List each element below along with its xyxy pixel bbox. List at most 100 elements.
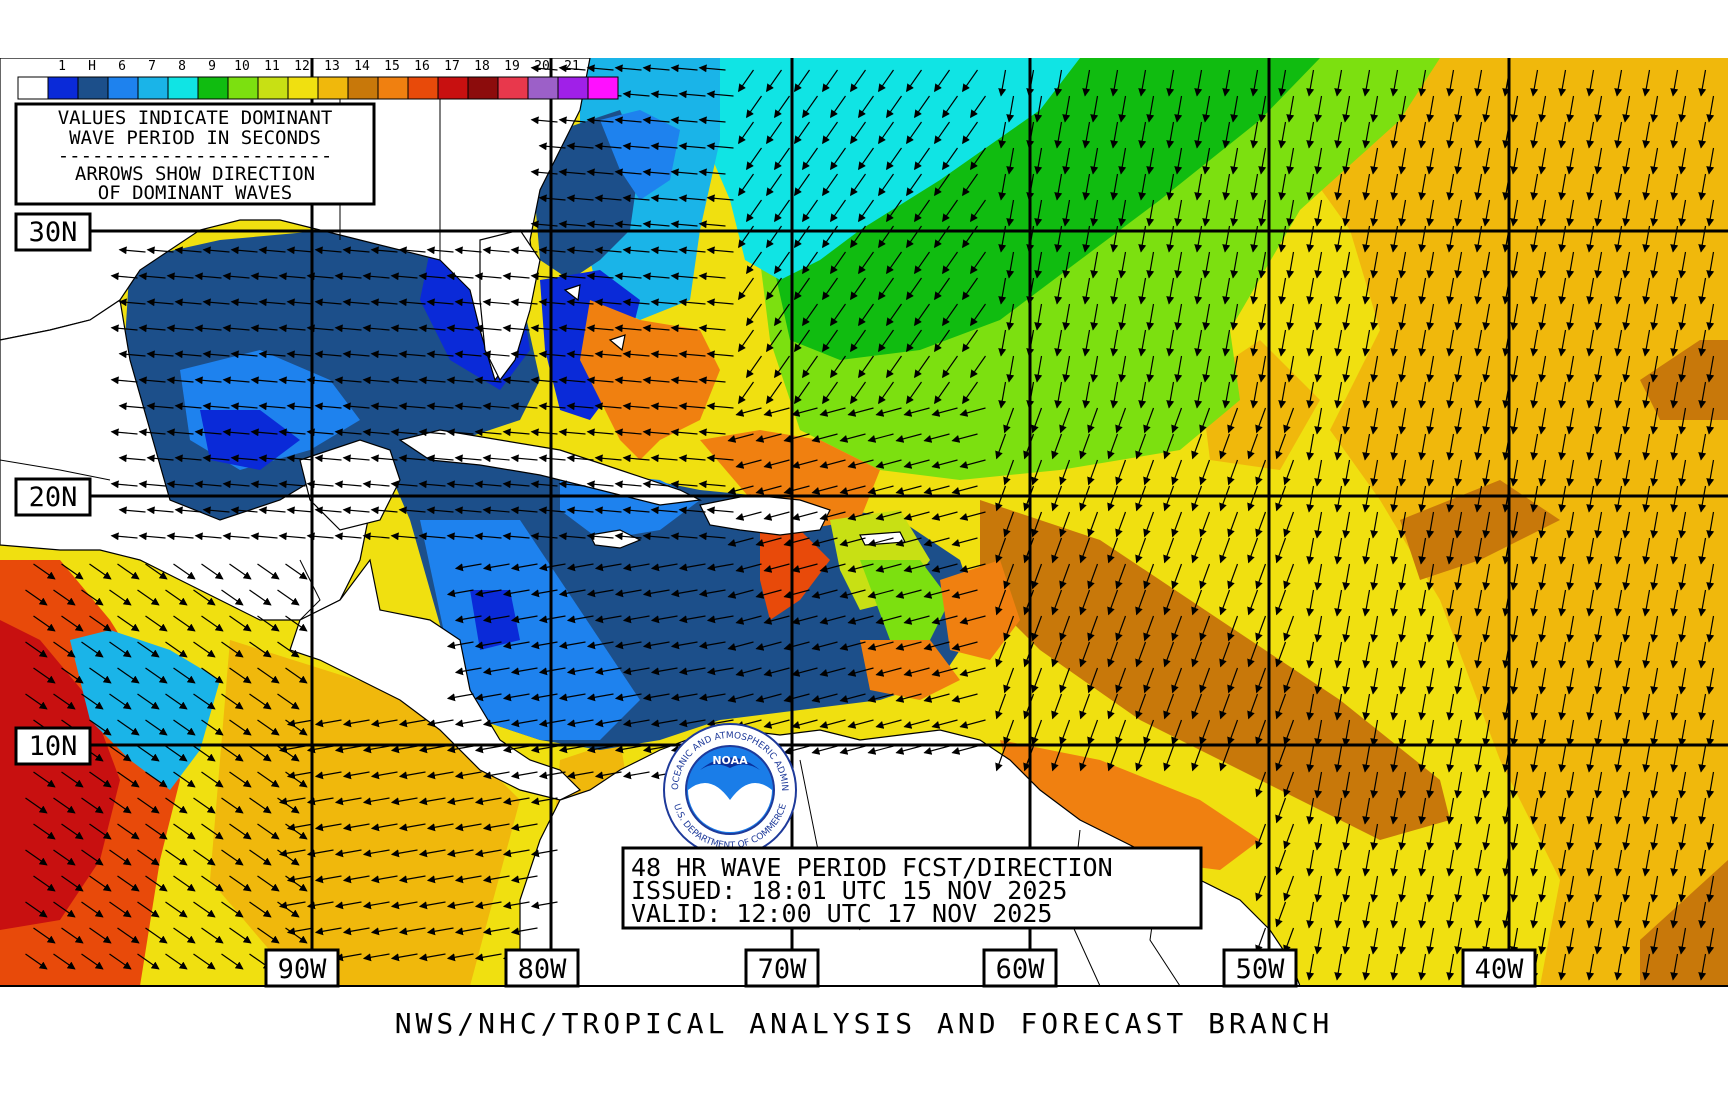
wave-arrow [138, 428, 166, 437]
wave-arrow [1678, 199, 1687, 227]
wave-arrow [746, 147, 762, 171]
wave-arrow [1082, 329, 1091, 357]
wave-arrow [858, 199, 874, 223]
wave-arrow [766, 173, 782, 197]
wave-arrow [1390, 381, 1399, 409]
wave-arrow [942, 303, 958, 327]
legend-label: 9 [208, 59, 216, 74]
field-7s-caribbean-west [420, 520, 640, 740]
wave-arrow [594, 194, 622, 203]
wave-arrow [1678, 355, 1687, 383]
wave-arrow [1006, 251, 1015, 279]
wave-arrow [1538, 355, 1547, 383]
wave-arrow [1222, 381, 1231, 409]
wave-arrow [370, 402, 398, 411]
wave-arrow [1558, 173, 1567, 201]
wave-arrow [258, 350, 286, 359]
wave-arrow [1586, 381, 1595, 409]
wave-arrow [1670, 329, 1679, 357]
wave-arrow [1510, 95, 1519, 123]
wave-arrow [650, 402, 678, 411]
wave-arrow [622, 194, 650, 203]
wave-arrow [970, 303, 986, 327]
wave-arrow [230, 246, 258, 255]
wave-direction-arrows [25, 64, 1715, 981]
wave-arrow [530, 428, 558, 437]
wave-arrow [1594, 407, 1603, 435]
lat-label-20n: 20N [29, 482, 78, 513]
wave-arrow [642, 428, 670, 437]
wave-arrow [1334, 69, 1343, 97]
wave-arrow [934, 381, 950, 405]
legend-swatch-0 [17, 76, 49, 100]
wave-arrow [1390, 121, 1399, 149]
wave-arrow [822, 277, 838, 301]
field-14s-patch [1400, 480, 1560, 580]
wave-arrow [1082, 381, 1091, 409]
wave-arrow [222, 272, 250, 281]
wave-arrow [1334, 277, 1343, 305]
wave-arrow [530, 220, 558, 229]
wave-arrow [650, 246, 678, 255]
wave-arrow [1166, 173, 1175, 201]
wave-arrow [822, 69, 838, 93]
wave-arrow [1398, 95, 1407, 123]
wave-arrow [558, 428, 586, 437]
wave-arrow [670, 168, 698, 177]
wave-arrow [766, 381, 782, 405]
wave-arrow [586, 168, 614, 177]
wave-arrow [1166, 69, 1175, 97]
wave-arrow [1227, 407, 1239, 434]
wave-arrow [1166, 277, 1175, 305]
wave-arrow [1706, 303, 1715, 331]
legend-swatch-4 [137, 76, 169, 100]
wave-arrow [1530, 173, 1539, 201]
wave-arrow [802, 199, 818, 223]
wave-arrow [1250, 381, 1259, 409]
wave-arrow [530, 168, 558, 177]
wave-arrow [858, 355, 874, 379]
wave-arrow [586, 376, 614, 385]
wave-arrow [774, 303, 790, 327]
wave-arrow [1250, 173, 1259, 201]
legend-swatch-19 [587, 76, 619, 100]
wave-arrow [850, 329, 866, 353]
wave-arrow [1482, 147, 1491, 175]
wave-arrow [258, 402, 286, 411]
wave-arrow [1586, 173, 1595, 201]
wave-arrow [1342, 355, 1351, 383]
wave-arrow [118, 402, 146, 411]
forecast-title-box: 48 HR WAVE PERIOD FCST/DIRECTION ISSUED:… [621, 846, 1203, 930]
wave-arrow [1622, 199, 1631, 227]
wave-arrow [594, 142, 622, 151]
wave-arrow [867, 433, 894, 443]
wave-arrow [146, 246, 174, 255]
wave-arrow [530, 116, 558, 125]
legend-swatch-5 [167, 76, 199, 100]
wave-arrow [1622, 251, 1631, 279]
wave-arrow [1202, 147, 1211, 175]
wave-arrow [839, 433, 866, 443]
lon-label-80w: 80W [518, 954, 568, 985]
wave-arrow [642, 220, 670, 229]
wave-arrow [942, 355, 958, 379]
wave-arrow [1482, 251, 1491, 279]
wave-arrow [566, 194, 594, 203]
wave-arrow [878, 121, 894, 145]
wave-arrow [642, 116, 670, 125]
wave-arrow [766, 121, 782, 145]
wave-arrow [1454, 355, 1463, 383]
wave-arrow [1390, 173, 1399, 201]
wave-arrow [110, 428, 138, 437]
wave-arrow [1034, 147, 1043, 175]
wave-arrow [1306, 329, 1315, 357]
wave-arrow [1222, 69, 1231, 97]
wave-arrow [1138, 381, 1147, 409]
wave-arrow [698, 428, 726, 437]
wave-arrow [1258, 355, 1267, 383]
wave-arrow [390, 272, 418, 281]
info-box: VALUES INDICATE DOMINANT WAVE PERIOD IN … [14, 102, 376, 206]
wave-arrow [1566, 95, 1575, 123]
wave-arrow [1334, 381, 1343, 409]
